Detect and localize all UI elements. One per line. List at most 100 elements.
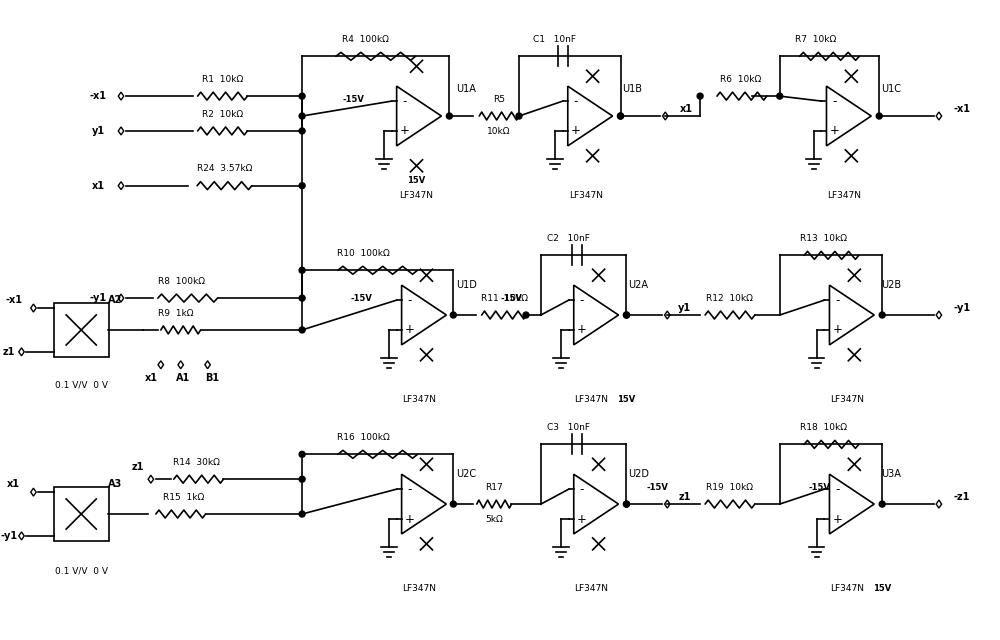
Circle shape — [879, 312, 885, 318]
Circle shape — [299, 511, 305, 517]
Text: R12  10kΩ: R12 10kΩ — [706, 294, 753, 303]
Text: -x1: -x1 — [5, 295, 22, 305]
Circle shape — [299, 113, 305, 119]
Text: +: + — [405, 323, 415, 337]
Text: -x1: -x1 — [954, 104, 971, 114]
Text: LF347N: LF347N — [827, 191, 861, 200]
Text: R15  1kΩ: R15 1kΩ — [163, 493, 204, 502]
Text: -z1: -z1 — [954, 492, 970, 502]
Text: R17: R17 — [485, 483, 503, 492]
Circle shape — [299, 93, 305, 99]
Text: z1: z1 — [132, 462, 144, 472]
Text: -: - — [407, 294, 412, 307]
Text: R4  100kΩ: R4 100kΩ — [342, 35, 389, 44]
Text: LF347N: LF347N — [403, 395, 437, 404]
Circle shape — [777, 93, 783, 99]
Text: 0.1 V/V  0 V: 0.1 V/V 0 V — [55, 380, 108, 389]
Text: -y1: -y1 — [0, 531, 17, 541]
Circle shape — [299, 182, 305, 189]
Text: R8  100kΩ: R8 100kΩ — [158, 276, 205, 285]
Text: R14  30kΩ: R14 30kΩ — [173, 458, 220, 467]
Text: R18  10kΩ: R18 10kΩ — [800, 423, 847, 432]
Text: LF347N: LF347N — [574, 395, 608, 404]
Text: LF347N: LF347N — [400, 191, 434, 200]
Circle shape — [623, 501, 629, 507]
Text: -15V: -15V — [809, 483, 830, 492]
Text: 15V: 15V — [407, 176, 426, 185]
Text: LF347N: LF347N — [569, 191, 603, 200]
Text: LF347N: LF347N — [830, 584, 864, 593]
Text: -: - — [832, 95, 837, 108]
Text: -: - — [580, 294, 584, 307]
Text: +: + — [832, 513, 842, 525]
Text: C2   10nF: C2 10nF — [547, 234, 590, 243]
Text: x1: x1 — [144, 372, 157, 383]
Text: U1D: U1D — [456, 280, 477, 290]
Text: 10kΩ: 10kΩ — [487, 127, 511, 136]
Circle shape — [623, 312, 629, 318]
Text: C3   10nF: C3 10nF — [547, 423, 590, 432]
Text: 0.1 V/V  0 V: 0.1 V/V 0 V — [55, 566, 108, 575]
Text: -: - — [835, 483, 840, 495]
Text: -: - — [574, 95, 578, 108]
Text: 5kΩ: 5kΩ — [485, 515, 503, 525]
Text: 15V: 15V — [617, 395, 636, 404]
Text: 15V: 15V — [873, 584, 891, 593]
Text: U2B: U2B — [881, 280, 901, 290]
Circle shape — [523, 312, 529, 318]
Text: x1: x1 — [680, 104, 693, 114]
Text: B1: B1 — [205, 372, 220, 383]
Circle shape — [299, 268, 305, 273]
Text: +: + — [832, 323, 842, 337]
Text: R5: R5 — [493, 95, 505, 104]
Text: U3A: U3A — [881, 469, 901, 479]
Text: x1: x1 — [92, 180, 105, 191]
Text: A3: A3 — [108, 479, 122, 489]
Circle shape — [879, 501, 885, 507]
Text: U2C: U2C — [456, 469, 476, 479]
Text: -15V: -15V — [500, 294, 522, 303]
Text: R6  10kΩ: R6 10kΩ — [720, 75, 761, 84]
Circle shape — [299, 295, 305, 301]
Text: -: - — [835, 294, 840, 307]
Circle shape — [697, 93, 703, 99]
Text: y1: y1 — [92, 126, 105, 136]
Text: -: - — [402, 95, 407, 108]
Text: R13  10kΩ: R13 10kΩ — [800, 234, 847, 243]
Text: U2D: U2D — [628, 469, 649, 479]
Circle shape — [876, 113, 882, 119]
Circle shape — [299, 128, 305, 134]
Text: LF347N: LF347N — [830, 395, 864, 404]
Text: -: - — [580, 483, 584, 495]
Circle shape — [623, 501, 629, 507]
Circle shape — [516, 113, 522, 119]
Text: C1   10nF: C1 10nF — [533, 35, 576, 44]
Text: -15V: -15V — [351, 294, 373, 303]
Text: -: - — [407, 483, 412, 495]
Text: R10  100kΩ: R10 100kΩ — [337, 249, 390, 258]
Text: A1: A1 — [176, 372, 190, 383]
Circle shape — [618, 113, 623, 119]
Text: U1B: U1B — [622, 84, 642, 94]
Circle shape — [299, 476, 305, 482]
Text: R2  10kΩ: R2 10kΩ — [202, 109, 243, 118]
Text: z1: z1 — [678, 492, 691, 502]
Text: +: + — [571, 124, 581, 138]
Text: z1: z1 — [2, 347, 15, 357]
Text: A2: A2 — [108, 295, 122, 305]
Text: R7  10kΩ: R7 10kΩ — [795, 35, 836, 44]
Text: R24  3.57kΩ: R24 3.57kΩ — [197, 164, 252, 173]
Text: R9  1kΩ: R9 1kΩ — [158, 308, 193, 317]
Text: +: + — [405, 513, 415, 525]
Circle shape — [446, 113, 452, 119]
Text: LF347N: LF347N — [574, 584, 608, 593]
Text: R11  10kΩ: R11 10kΩ — [481, 294, 528, 303]
Text: R1  10kΩ: R1 10kΩ — [202, 75, 243, 84]
Text: R19  10kΩ: R19 10kΩ — [706, 483, 753, 492]
Text: -y1: -y1 — [954, 303, 971, 313]
Circle shape — [618, 113, 623, 119]
Text: y1: y1 — [678, 303, 691, 313]
Text: -15V: -15V — [646, 483, 668, 492]
Text: R16  100kΩ: R16 100kΩ — [337, 433, 390, 442]
Text: U2A: U2A — [628, 280, 648, 290]
